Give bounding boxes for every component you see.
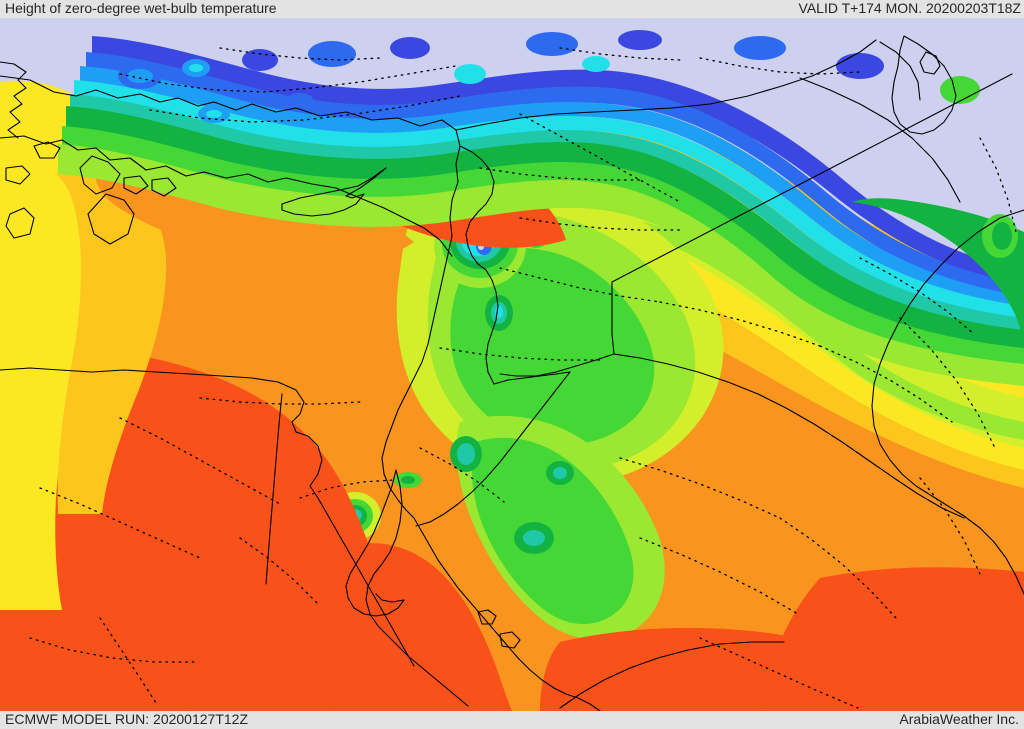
bay-b [499, 631, 521, 649]
nwsaudi-pocket-b-core [523, 530, 545, 546]
island-cyprus [281, 167, 387, 217]
border-saudi-iraq-vert [611, 281, 615, 355]
model-run-label: ECMWF MODEL RUN: 20200127T12Z [5, 711, 248, 727]
pool-cyan-m [582, 56, 610, 72]
band-cyan-fringe [74, 80, 1024, 324]
pool-azure-a [127, 69, 153, 83]
coastlines-layer [0, 35, 1024, 711]
top-edge-hatch [0, 18, 1024, 21]
peninsula-b [87, 193, 135, 245]
internal-boundaries [29, 47, 1017, 709]
aqaba-green-dark [401, 476, 415, 484]
pool-blue-i [836, 53, 884, 79]
border-egypt-israel [415, 371, 571, 527]
pool-blue-h [734, 36, 786, 60]
coast-gulf-suez-west [309, 485, 415, 667]
zagros-cold-lobe [852, 198, 1024, 354]
island-crete [5, 207, 35, 239]
pool-cyan-b [189, 64, 203, 72]
pool-blue-d [308, 41, 356, 67]
red-blob-small-a [182, 633, 234, 651]
contour-field [0, 18, 1024, 711]
header-bar: Height of zero-degree wet-bulb temperatu… [0, 0, 1024, 18]
band-green-mid-fringe [62, 126, 1024, 370]
border-israel-south [493, 371, 571, 385]
pool-blue-e [390, 37, 430, 59]
sinai-tip [353, 599, 405, 617]
band-azure-fringe [80, 66, 1024, 310]
island-a [33, 141, 61, 159]
band-teal-fringe [70, 94, 1024, 334]
peninsula-a [79, 155, 121, 195]
band-royal-blue-fringe [86, 52, 1024, 300]
pool-green-n [940, 76, 980, 104]
border-iraq-kuwait [613, 353, 965, 519]
coast-greece [0, 61, 27, 139]
nwsaudi-pocket-c-core [553, 467, 567, 479]
caspian-shore [891, 35, 957, 135]
sinai-notch [375, 593, 405, 603]
river-nile [265, 393, 283, 585]
coast-egypt-north [0, 367, 323, 487]
border-iraq-saudi-north [611, 73, 1013, 283]
band-red-sinai-redsea [329, 543, 512, 711]
border-saudi-south [559, 641, 785, 709]
coast-iran-gulf [871, 209, 1024, 595]
pool-blue-g [618, 30, 662, 50]
caspian-island [919, 51, 941, 75]
coast-turkey-north [0, 75, 457, 131]
map-canvas[interactable] [0, 18, 1024, 711]
band-green-fringe [66, 106, 1024, 354]
coast-turkey-south [0, 135, 453, 257]
valid-time-label: VALID T+174 MON. 20200203T18Z [798, 0, 1021, 16]
border-israel-jordan [485, 269, 499, 385]
page-title: Height of zero-degree wet-bulb temperatu… [5, 0, 277, 16]
pool-blue-k [286, 93, 314, 111]
band-amber-aegean [56, 170, 167, 514]
coast-sinai-east [365, 469, 469, 707]
footer-bar: ECMWF MODEL RUN: 20200127T12Z ArabiaWeat… [0, 711, 1024, 729]
coast-levant [381, 129, 461, 519]
island-b [5, 165, 31, 185]
border-turkey-iran [799, 77, 961, 203]
band-green-light [548, 213, 1024, 440]
nwsaudi-pocket-a-core [457, 443, 475, 465]
band-red-arabia-east [760, 567, 1024, 711]
bay-a [477, 609, 497, 625]
island-c [123, 175, 149, 195]
band-red-blob-west [0, 610, 192, 706]
nwsaudi-green [471, 437, 634, 625]
pool-green-o-core [992, 222, 1012, 250]
coast-sinai-west [345, 469, 397, 609]
border-caucasus [879, 41, 921, 101]
border-saudi-jordan [499, 353, 615, 377]
island-d [151, 177, 177, 197]
band-blue-fringe [92, 36, 1024, 286]
pool-blue-c [242, 49, 278, 71]
attribution-label: ArabiaWeather Inc. [899, 711, 1019, 727]
pool-cyan-l [454, 64, 486, 84]
pool-blue-f [526, 32, 578, 56]
pool-cyan-j [206, 110, 222, 118]
band-green-light-fringe [58, 144, 1024, 386]
border-lebanon [459, 145, 495, 271]
